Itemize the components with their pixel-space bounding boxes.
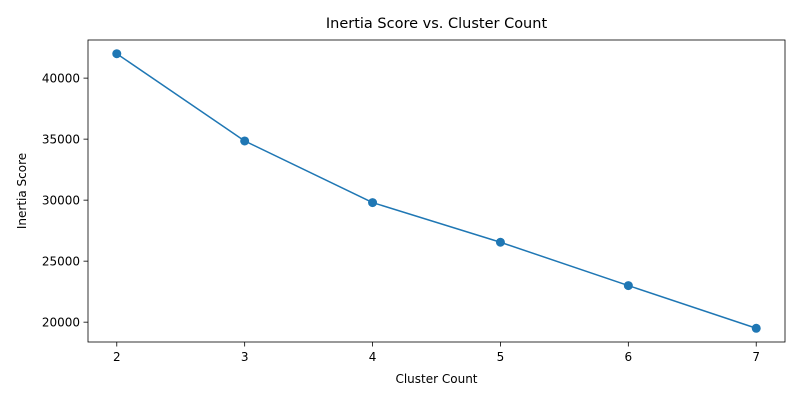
x-tick-label: 4 [369,350,377,364]
y-tick-label: 30000 [42,193,80,207]
data-point [368,198,378,208]
y-tick-label: 25000 [42,254,80,268]
chart-title: Inertia Score vs. Cluster Count [326,16,548,32]
y-axis: 20000 25000 30000 35000 40000 [42,71,88,329]
data-point [751,323,761,333]
x-tick-label: 2 [113,350,121,364]
data-point [623,281,633,291]
x-axis: 2 3 4 5 6 7 [113,342,760,364]
data-point [240,136,250,146]
x-tick-label: 6 [625,350,633,364]
plot-frame [87,39,786,343]
y-tick-label: 35000 [42,132,80,146]
y-tick-label: 20000 [42,315,80,329]
y-axis-label: Inertia Score [15,153,29,229]
series-line [116,53,757,329]
data-point [112,49,122,59]
x-tick-label: 5 [497,350,505,364]
x-tick-label: 3 [241,350,249,364]
x-tick-label: 7 [752,350,760,364]
x-axis-label: Cluster Count [395,372,477,386]
data-point [495,237,505,247]
y-tick-label: 40000 [42,71,80,85]
series-layer [112,49,761,333]
plot-area [87,39,786,343]
